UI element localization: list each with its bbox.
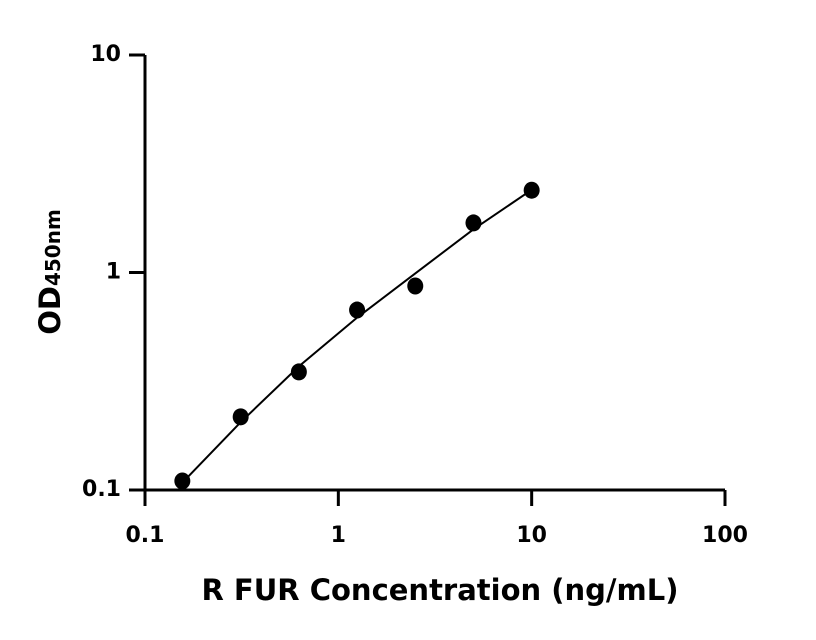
data-point [407, 277, 424, 295]
y-tick-label: 1 [106, 260, 121, 285]
y-tick-label: 10 [90, 42, 121, 67]
data-point [349, 301, 366, 319]
x-tick-label: 10 [516, 523, 547, 548]
y-axis-title-main: OD [33, 286, 67, 335]
x-tick-label: 100 [702, 523, 748, 548]
x-tick-label: 1 [331, 523, 346, 548]
data-point [174, 472, 191, 490]
x-tick-label: 0.1 [126, 523, 165, 548]
data-point [290, 363, 307, 381]
y-axis-title: OD450nm [33, 209, 67, 335]
fit-curve [181, 188, 533, 484]
y-axis-title-subscript: 450nm [41, 209, 65, 286]
x-axis-title: R FUR Concentration (ng/mL) [202, 573, 679, 607]
y-tick-label: 0.1 [82, 477, 121, 502]
data-point [232, 408, 249, 426]
